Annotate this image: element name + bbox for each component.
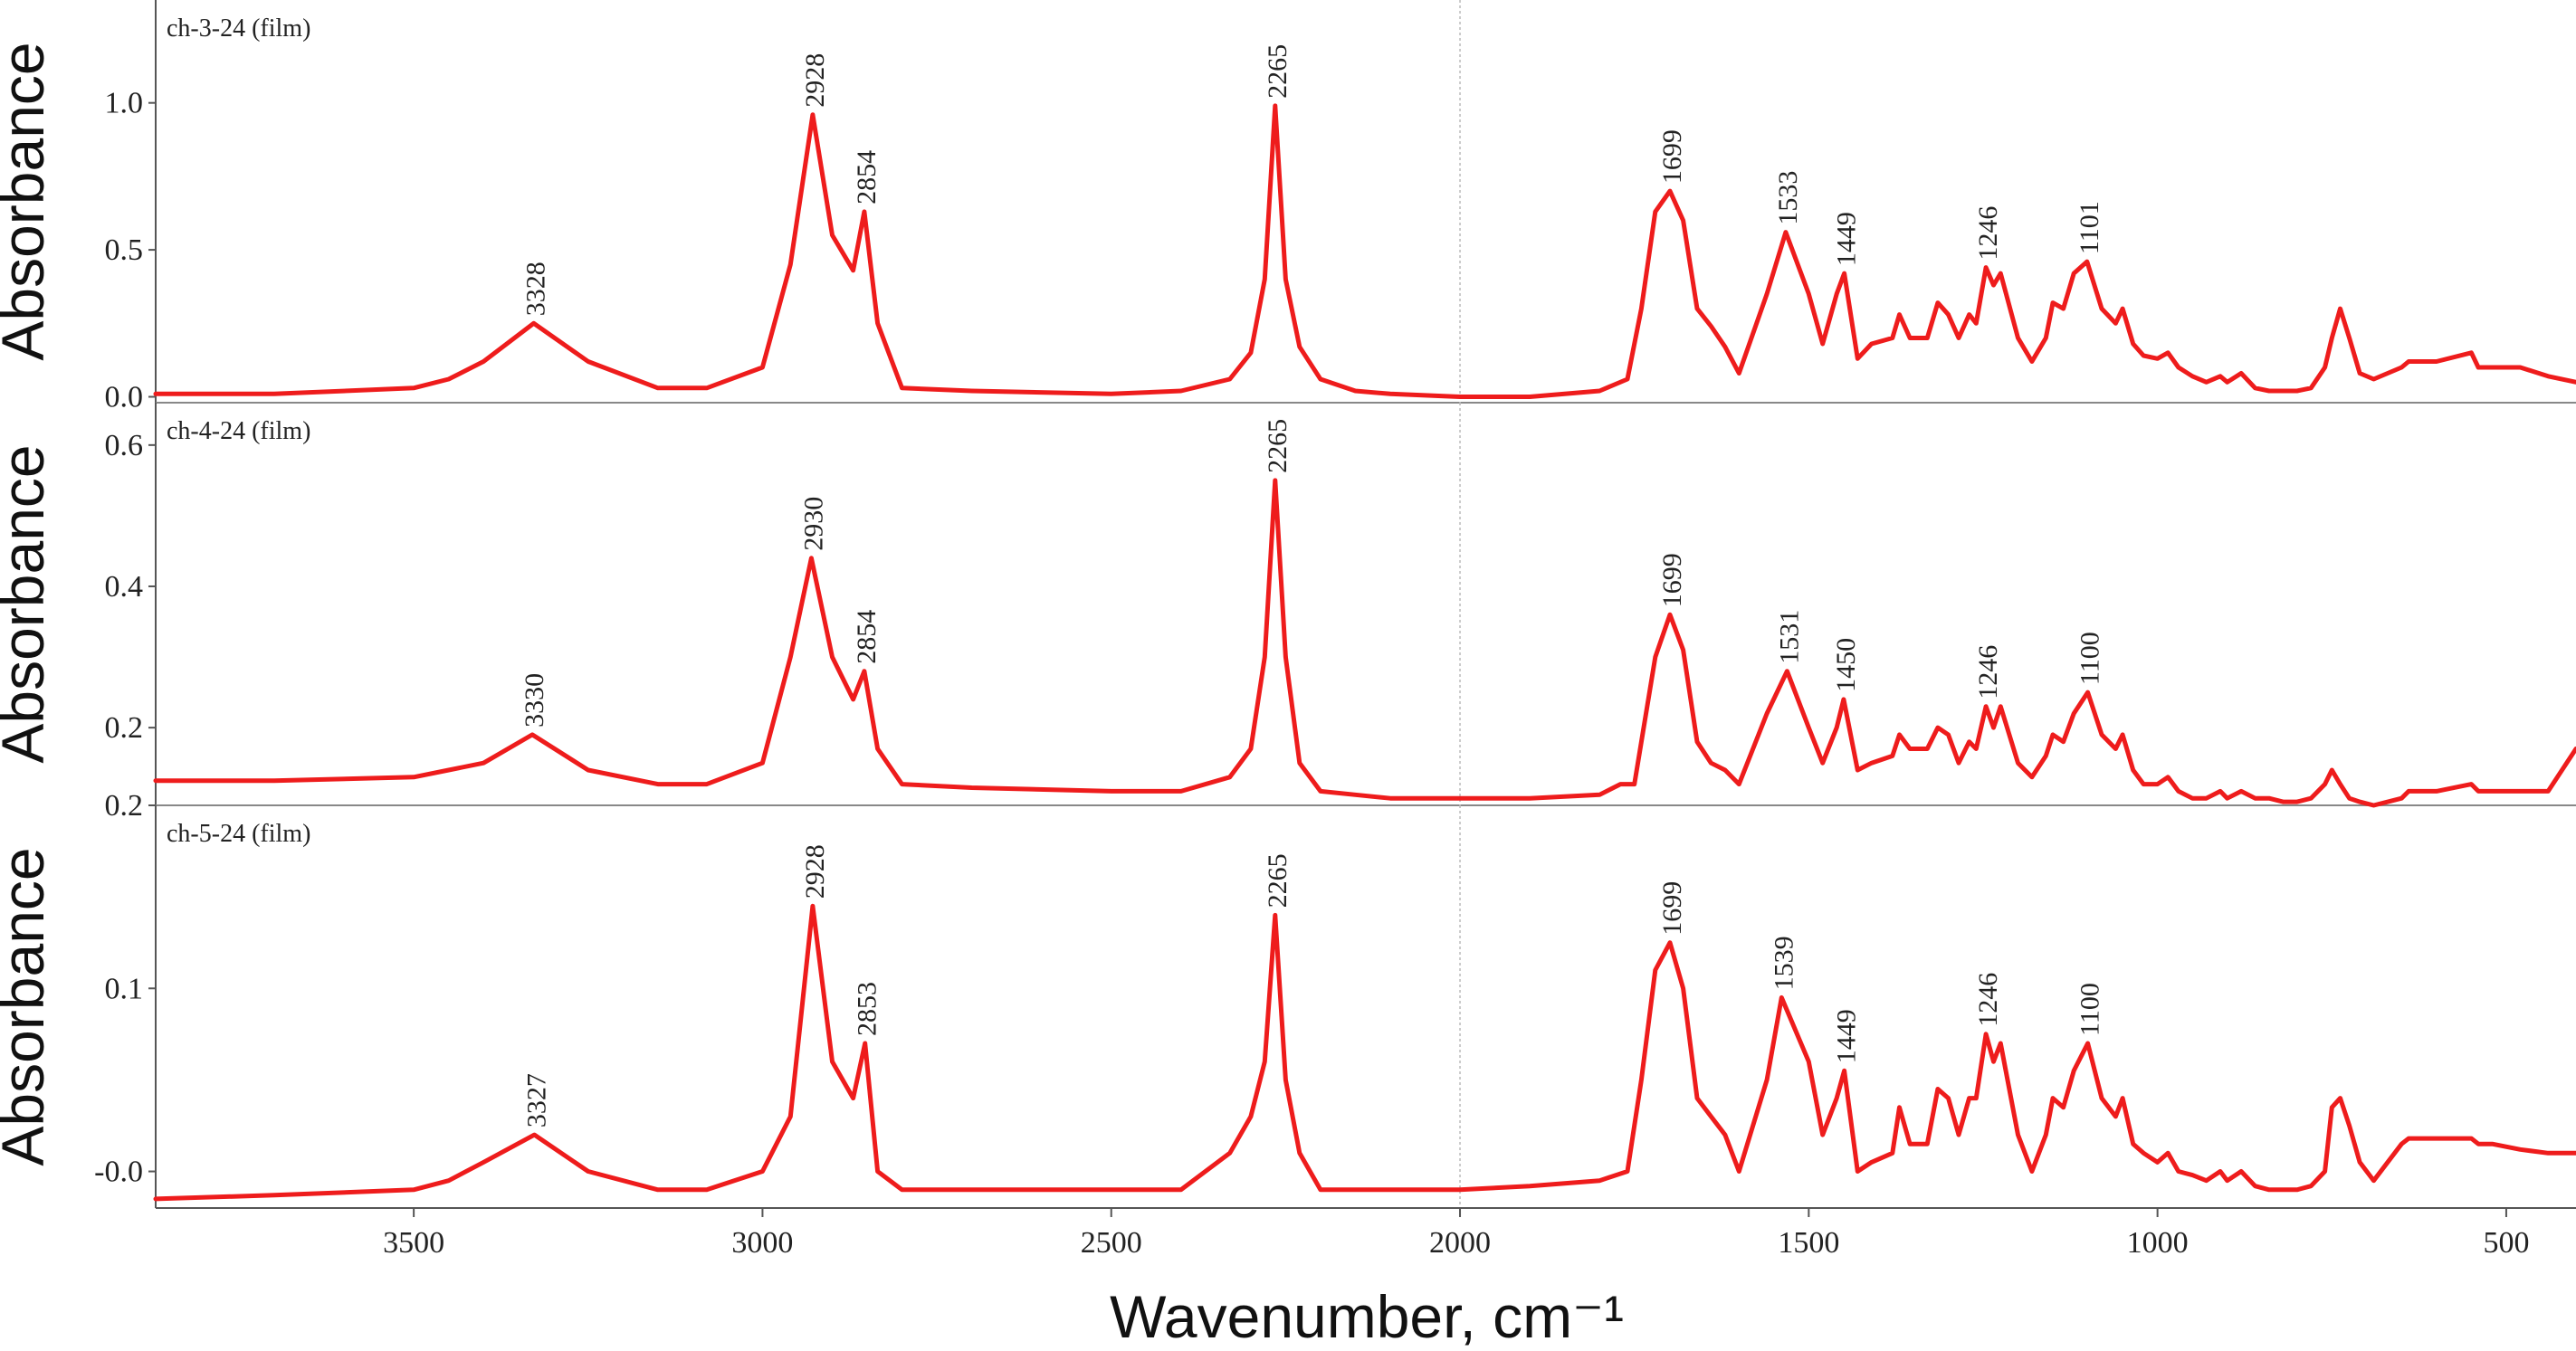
panel-title: ch-4-24 (film) [167, 417, 310, 445]
x-axis: 3500 3000 2500 2000 1500 1000 500 [156, 1207, 2576, 1260]
x-tick-label: 3500 [383, 1226, 444, 1260]
y-axis-label: Absorbance [0, 42, 56, 360]
peak-label: 1699 [1657, 881, 1687, 936]
peak-label: 1533 [1773, 171, 1803, 225]
peak-label: 3330 [520, 673, 549, 728]
peak-label: 3327 [521, 1073, 551, 1127]
peak-label: 1449 [1832, 212, 1862, 266]
y-tick-label: 0.0 [105, 381, 144, 414]
peak-label: 2265 [1263, 44, 1293, 99]
y-tick-label: 0.2 [105, 711, 144, 745]
peak-label: 1246 [1973, 206, 2003, 261]
peak-label: 1699 [1657, 553, 1687, 607]
spectrum-panel-1: 0.0 0.5 1.0 Absorbance ch-3-24 (film) 3328 292… [0, 0, 2576, 414]
y-tick-label: 0.6 [105, 429, 144, 462]
y-tick-label: 0.4 [105, 570, 144, 604]
peak-label: 3328 [521, 262, 551, 316]
peak-label: 2265 [1263, 419, 1293, 473]
x-tick-label: 1500 [1778, 1226, 1839, 1260]
y-tick-label: -0.0 [94, 1156, 143, 1189]
x-tick-label: 2500 [1081, 1226, 1142, 1260]
x-axis-label: Wavenumber, cm⁻¹ [1110, 1283, 1624, 1350]
peak-label: 1246 [1973, 973, 2003, 1027]
spectrum-line [153, 903, 2576, 1202]
x-tick-label: 2000 [1429, 1226, 1491, 1260]
peak-label: 2930 [798, 497, 828, 551]
peak-label: 1101 [2075, 201, 2104, 254]
y-tick-label: 1.0 [105, 87, 144, 120]
peak-label: 1100 [2075, 632, 2105, 685]
peak-label: 2854 [852, 610, 882, 664]
peak-label: 1450 [1831, 638, 1861, 692]
panel-title: ch-3-24 (film) [167, 14, 310, 43]
y-tick-label: 0.5 [105, 233, 144, 267]
y-axis-label: Absorbance [0, 444, 56, 763]
x-tick-label: 1000 [2127, 1226, 2189, 1260]
peak-label: 1100 [2075, 983, 2105, 1036]
spectrum-line [153, 478, 2576, 808]
x-tick-label: 500 [2483, 1226, 2529, 1260]
peak-label: 1539 [1769, 936, 1798, 990]
y-tick-label: 0.1 [105, 972, 144, 1005]
panel-title: ch-5-24 (film) [167, 820, 310, 848]
peak-label: 2854 [852, 150, 882, 205]
peak-label: 1531 [1774, 610, 1804, 664]
y-tick-label: 0.2 [105, 789, 144, 823]
peak-label: 2853 [853, 982, 883, 1036]
y-axis-label: Absorbance [0, 847, 56, 1165]
peak-label: 2265 [1263, 853, 1293, 908]
peak-label: 1449 [1832, 1009, 1862, 1063]
peak-label: 1699 [1657, 129, 1687, 184]
spectrum-panel-3: -0.0 0.1 0.2 Absorbance ch-5-24 (film) 3327 29… [0, 789, 2576, 1209]
spectrum-line [153, 103, 2576, 399]
x-tick-label: 3000 [731, 1226, 793, 1260]
peak-label: 2928 [800, 844, 830, 899]
spectrum-panel-2: 0.2 0.4 0.6 Absorbance ch-4-24 (film) 3330 293… [0, 403, 2576, 808]
peak-label: 1246 [1973, 645, 2003, 699]
peak-label: 2928 [800, 53, 830, 108]
